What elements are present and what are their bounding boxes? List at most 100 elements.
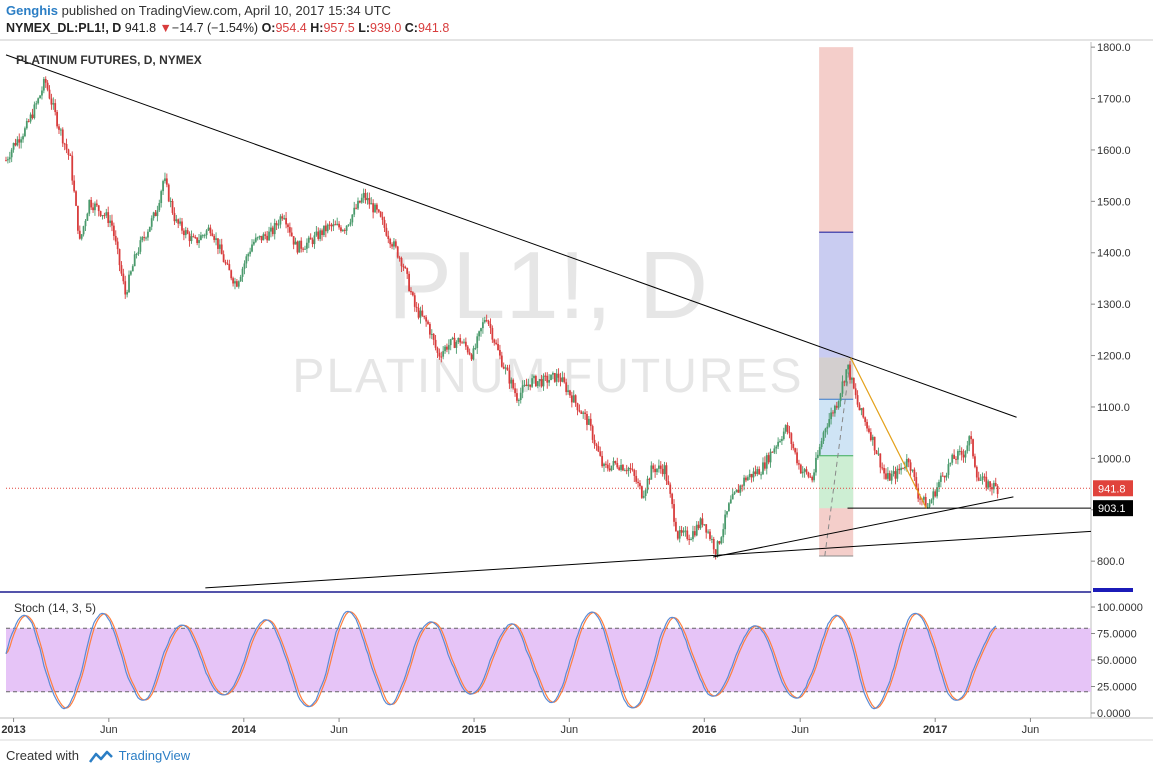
candle-body <box>224 262 227 264</box>
candle-body <box>756 469 759 475</box>
candle-body <box>994 482 997 487</box>
candle-body <box>491 327 494 340</box>
candle-body <box>796 452 798 464</box>
candle-body <box>521 385 524 393</box>
candle-body <box>404 266 407 269</box>
candle-body <box>635 475 638 482</box>
price-change: −14.7 (−1.54%) <box>171 21 259 35</box>
candle-body <box>724 514 727 530</box>
candle-body <box>167 184 170 202</box>
candle-body <box>657 465 660 469</box>
candle-body <box>277 224 280 226</box>
candle-body <box>830 412 833 420</box>
candle-body <box>591 426 594 440</box>
candle-body <box>771 451 774 453</box>
candle-body <box>646 478 649 491</box>
candle-body <box>270 227 272 232</box>
candle-body <box>741 485 744 487</box>
candle-body <box>733 492 736 494</box>
candle-body <box>828 419 831 427</box>
candle-body <box>675 521 677 532</box>
close-value: 941.8 <box>417 21 450 35</box>
candle-body <box>234 281 236 284</box>
candle-body <box>676 531 679 539</box>
candle-body <box>256 237 259 239</box>
down-arrow-icon: ▼ <box>159 21 172 35</box>
candle-body <box>519 392 522 401</box>
open-label: O: <box>261 21 276 35</box>
candle-body <box>364 192 367 201</box>
candle-body <box>654 468 657 473</box>
candle-body <box>955 458 957 460</box>
candle-body <box>671 493 674 505</box>
candle-body <box>640 486 643 498</box>
candle-body <box>463 341 465 343</box>
candle-body <box>625 470 628 472</box>
candle-body <box>773 448 776 453</box>
candle-body <box>964 450 967 458</box>
candle-body <box>871 436 874 441</box>
candle-body <box>336 223 339 225</box>
candle-body <box>697 524 700 529</box>
candle-body <box>481 322 484 329</box>
candle-body <box>148 226 151 232</box>
candle-body <box>63 143 66 145</box>
candle-body <box>922 497 925 500</box>
candle-body <box>949 462 952 465</box>
candle-body <box>500 355 503 367</box>
candle-body <box>139 240 142 252</box>
candle-body <box>12 143 15 150</box>
candle-body <box>438 352 441 357</box>
author-name[interactable]: Genghis <box>6 3 59 18</box>
candle-body <box>680 529 683 533</box>
candle-body <box>659 465 662 469</box>
candle-body <box>288 227 291 233</box>
close-label: C: <box>404 21 418 35</box>
candle-body <box>606 464 609 469</box>
candle-body <box>801 471 804 474</box>
candle-body <box>253 241 255 245</box>
candle-body <box>788 431 791 434</box>
candle-body <box>565 382 568 392</box>
candle-body <box>143 237 146 239</box>
candle-body <box>358 200 361 203</box>
time-tick-label: 2016 <box>692 724 716 736</box>
candle-body <box>39 95 41 99</box>
candle-body <box>59 129 62 131</box>
time-tick-label: 2017 <box>923 724 947 736</box>
candle-body <box>693 531 696 536</box>
candle-body <box>192 236 195 238</box>
trendline-1 <box>5 54 1017 418</box>
candle-body <box>472 348 475 360</box>
candle-body <box>317 231 320 239</box>
candle-body <box>555 373 558 382</box>
candle-body <box>718 541 721 544</box>
candle-body <box>381 216 384 220</box>
candle-body <box>883 468 885 474</box>
price-tick-label: 1300.0 <box>1097 299 1131 311</box>
candle-body <box>894 471 897 479</box>
candle-body <box>703 524 706 526</box>
stoch-tick-label: 25.0000 <box>1097 682 1137 694</box>
candle-body <box>230 270 233 279</box>
candle-body <box>464 341 467 347</box>
candle-body <box>211 233 214 236</box>
tradingview-brand-link[interactable]: TradingView <box>118 748 191 763</box>
candle-body <box>616 462 619 468</box>
candle-body <box>576 403 579 411</box>
candle-body <box>525 384 528 387</box>
candle-body <box>476 336 479 348</box>
candle-body <box>99 211 102 216</box>
candle-body <box>415 306 418 308</box>
price-tick-label: 800.0 <box>1097 556 1125 568</box>
candle-body <box>37 98 40 104</box>
fib-zone-mid <box>819 399 854 456</box>
candle-body <box>440 356 443 358</box>
candle-body <box>349 222 352 225</box>
price-tick-label: 1800.0 <box>1097 42 1131 54</box>
candle-body <box>444 346 446 352</box>
trendline-5 <box>850 357 927 509</box>
candle-body <box>911 469 914 471</box>
candle-body <box>334 224 337 226</box>
